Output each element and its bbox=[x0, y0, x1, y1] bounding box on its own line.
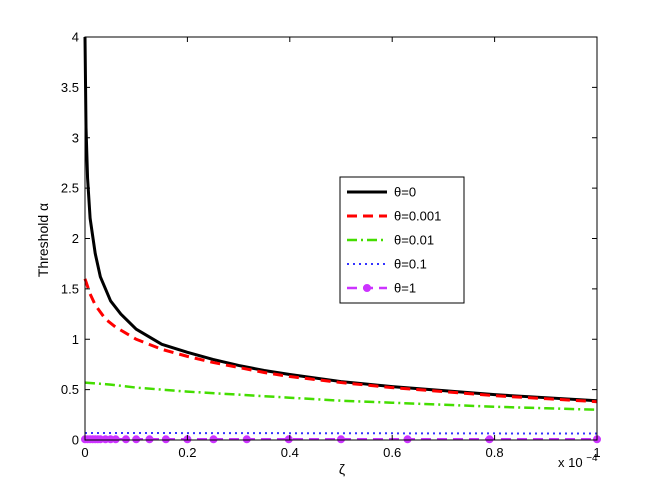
x-axis-multiplier-base: x 10 bbox=[558, 455, 583, 470]
legend-box bbox=[339, 176, 465, 304]
series-line-3 bbox=[84, 431, 598, 435]
y-tick-label-2: 1 bbox=[72, 332, 79, 347]
y-tick-label-4: 2 bbox=[72, 231, 79, 246]
x-tick-label-4: 0.8 bbox=[486, 445, 504, 460]
x-axis-multiplier-exponent: −4 bbox=[586, 453, 598, 464]
y-tick-label-1: 0.5 bbox=[61, 382, 79, 397]
y-tick-label-5: 2.5 bbox=[61, 181, 79, 196]
legend-entry-2: θ=0.01 bbox=[394, 233, 434, 248]
y-tick-label-8: 4 bbox=[72, 30, 79, 45]
series-line-0 bbox=[83, 36, 598, 403]
legend-marker-4 bbox=[363, 284, 371, 292]
x-tick-label-1: 0.2 bbox=[178, 445, 196, 460]
series-4-point-9 bbox=[111, 435, 120, 444]
series-line-2 bbox=[84, 381, 598, 412]
series-4-point-16 bbox=[242, 435, 251, 444]
series-4-point-12 bbox=[145, 435, 154, 444]
y-axis-label: Threshold α bbox=[35, 203, 51, 277]
x-axis-multiplier: x 10 −4 bbox=[558, 453, 598, 470]
x-tick-label-5: 1 bbox=[593, 445, 600, 460]
legend: θ=0 θ=0.001 θ=0.01 θ=0.1 θ=1 bbox=[339, 176, 465, 304]
series-4-point-11 bbox=[132, 435, 141, 444]
y-tick-label-3: 1.5 bbox=[61, 281, 79, 296]
series-line-1 bbox=[83, 278, 598, 404]
x-tick-label-3: 0.6 bbox=[383, 445, 401, 460]
series-4-point-18 bbox=[337, 435, 345, 444]
x-tick-label-2: 0.4 bbox=[281, 445, 299, 460]
series-4-point-19 bbox=[403, 435, 412, 444]
series-layer bbox=[81, 36, 601, 444]
legend-entry-3: θ=0.1 bbox=[394, 257, 427, 272]
series-4-point-20 bbox=[485, 435, 494, 444]
series-4-point-13 bbox=[161, 435, 170, 444]
y-tick-label-0: 0 bbox=[72, 433, 79, 448]
axes-layer: 0 0.2 0.4 0.6 0.8 1 0 0.5 1 1.5 2 2.5 3 3.5 4 bbox=[61, 30, 601, 461]
y-tick-label-6: 3 bbox=[72, 130, 79, 145]
series-4-point-10 bbox=[121, 435, 130, 444]
legend-entry-4: θ=1 bbox=[394, 281, 416, 296]
series-4-point-17 bbox=[284, 435, 293, 444]
x-axis-label: ζ bbox=[339, 461, 345, 477]
legend-entry-0: θ=0 bbox=[394, 185, 416, 200]
legend-entry-1: θ=0.001 bbox=[394, 209, 441, 224]
x-tick-label-0: 0 bbox=[81, 445, 88, 460]
y-tick-label-7: 3.5 bbox=[61, 80, 79, 95]
series-4-point-15 bbox=[209, 435, 218, 444]
